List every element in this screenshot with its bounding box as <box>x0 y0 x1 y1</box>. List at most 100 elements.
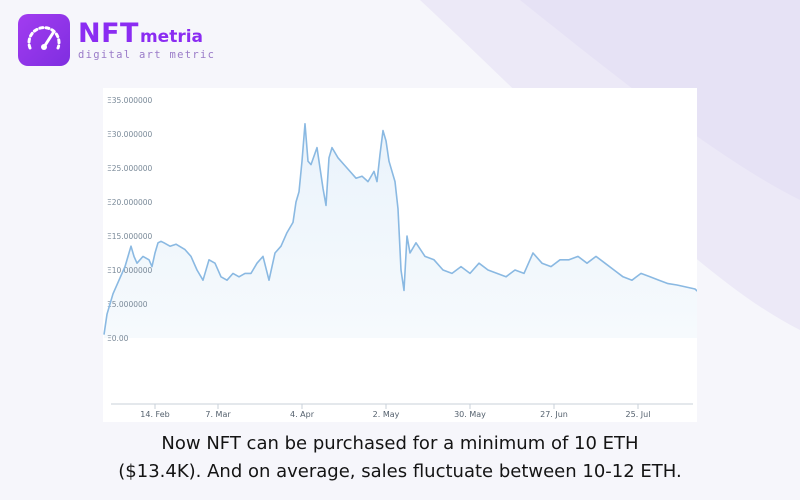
brand-name-suffix: metria <box>139 26 204 47</box>
data-point <box>190 256 192 258</box>
data-point <box>298 191 300 193</box>
data-point <box>175 243 177 245</box>
data-point <box>595 256 597 258</box>
data-point <box>295 201 297 203</box>
data-point <box>394 181 396 183</box>
data-point <box>133 256 135 258</box>
data-point <box>631 279 633 281</box>
data-point <box>157 242 159 244</box>
brand-logo: NFT metria digital art metric <box>78 20 215 61</box>
caption-line-2: ($13.4K). And on average, sales fluctuat… <box>118 461 682 482</box>
data-point <box>604 262 606 264</box>
data-point <box>310 164 312 166</box>
data-point <box>478 262 480 264</box>
data-point <box>226 279 228 281</box>
data-point <box>136 262 138 264</box>
data-point <box>649 276 651 278</box>
data-point <box>550 266 552 268</box>
data-point <box>460 266 462 268</box>
data-point <box>103 334 105 336</box>
data-point <box>409 252 411 254</box>
data-point <box>367 181 369 183</box>
x-tick-label: 14. Feb <box>140 410 169 419</box>
data-point <box>559 259 561 261</box>
data-point <box>667 283 669 285</box>
data-point <box>184 249 186 251</box>
data-point <box>262 256 264 258</box>
data-point <box>304 123 306 125</box>
data-point <box>118 279 120 281</box>
x-tick-label: 30. May <box>454 410 486 419</box>
data-point <box>325 205 327 207</box>
data-point <box>322 188 324 190</box>
y-tick-label: Ξ15.000000 <box>107 232 153 241</box>
data-point <box>124 266 126 268</box>
data-point <box>328 157 330 159</box>
data-point <box>376 181 378 183</box>
y-tick-label: Ξ20.000000 <box>107 198 153 207</box>
speedometer-icon <box>18 14 70 66</box>
data-point <box>301 160 303 162</box>
data-point <box>577 256 579 258</box>
data-point <box>292 222 294 224</box>
x-tick-label: 2. May <box>373 410 400 419</box>
data-point <box>676 284 678 286</box>
y-tick-label: Ξ25.000000 <box>107 164 153 173</box>
data-point <box>307 160 309 162</box>
data-point <box>403 290 405 292</box>
data-point <box>397 208 399 210</box>
x-tick-label: 7. Mar <box>205 410 231 419</box>
data-point <box>130 245 132 247</box>
data-point <box>613 269 615 271</box>
data-point <box>148 259 150 261</box>
data-point <box>451 273 453 275</box>
data-point <box>622 276 624 278</box>
data-point <box>361 175 363 177</box>
data-point <box>379 154 381 156</box>
data-point <box>169 245 171 247</box>
x-tick-label: 25. Jul <box>626 410 651 419</box>
y-tick-label: Ξ35.000000 <box>107 96 153 105</box>
data-point <box>514 269 516 271</box>
data-point <box>331 147 333 149</box>
data-point <box>658 279 660 281</box>
data-point <box>355 177 357 179</box>
chart-caption: Now NFT can be purchased for a minimum o… <box>0 430 800 486</box>
data-point <box>442 269 444 271</box>
data-point <box>400 269 402 271</box>
brand-tagline: digital art metric <box>78 48 216 61</box>
data-point <box>154 252 156 254</box>
brand-name: NFT metria <box>78 20 215 47</box>
data-point <box>112 293 114 295</box>
data-point <box>343 164 345 166</box>
data-point <box>424 256 426 258</box>
series-area <box>104 123 697 338</box>
data-point <box>142 256 144 258</box>
data-point <box>406 235 408 237</box>
data-point <box>487 269 489 271</box>
x-tick-label: 4. Apr <box>290 410 315 419</box>
data-point <box>250 273 252 275</box>
y-tick-label: Ξ0.00 <box>107 334 129 343</box>
data-point <box>214 262 216 264</box>
y-tick-label: Ξ30.000000 <box>107 130 153 139</box>
y-tick-label: Ξ5.000000 <box>107 300 148 309</box>
data-point <box>496 273 498 275</box>
brand-name-main: NFT <box>78 17 139 49</box>
data-point <box>232 273 234 275</box>
data-point <box>208 259 210 261</box>
data-point <box>151 266 153 268</box>
brand-header: NFT metria digital art metric <box>18 12 215 68</box>
data-point <box>505 276 507 278</box>
data-point <box>586 262 588 264</box>
data-point <box>256 262 258 264</box>
data-point <box>415 242 417 244</box>
data-point <box>286 232 288 234</box>
data-point <box>160 241 162 243</box>
data-point <box>220 276 222 278</box>
data-point <box>568 259 570 261</box>
data-point <box>523 273 525 275</box>
data-point <box>373 171 375 173</box>
data-point <box>640 273 642 275</box>
data-point <box>244 273 246 275</box>
